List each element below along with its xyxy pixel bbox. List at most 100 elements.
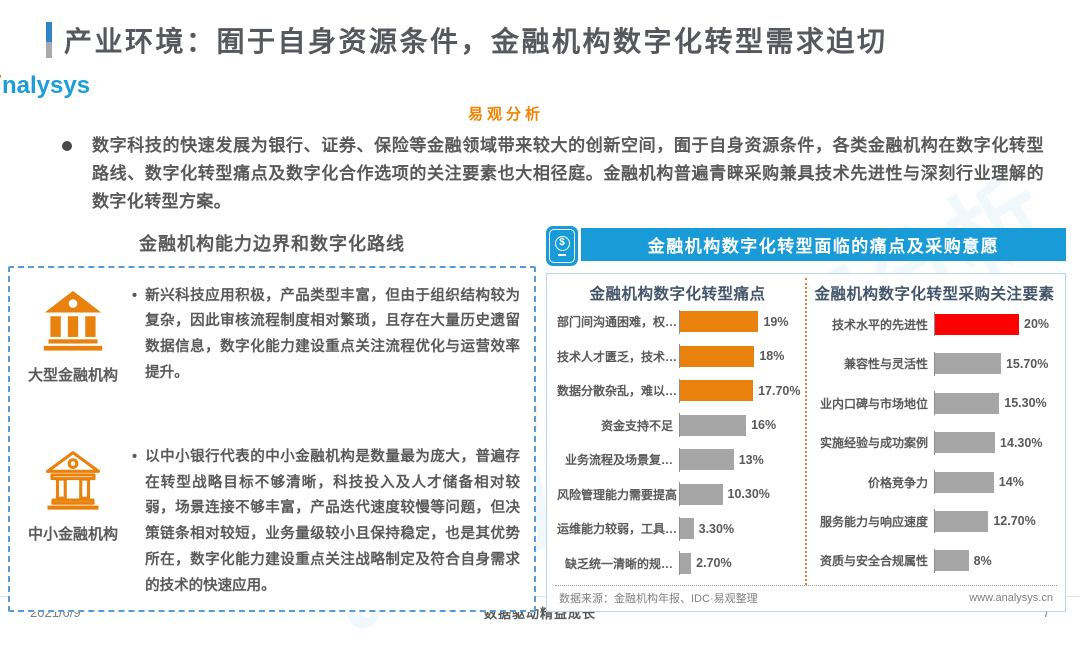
bar (935, 392, 1000, 414)
bar-category-label: 资质与安全合规属性 (819, 554, 928, 569)
bar-track: 20% (934, 312, 1055, 337)
chart-row: 运维能力较弱，工具… 3.30% (557, 516, 798, 541)
chart-row: 资质与安全合规属性 8% (814, 548, 1055, 573)
bar (680, 449, 734, 471)
bar-value: 15.30% (1004, 396, 1047, 411)
chart-row: 业务流程及场景复… 13% (557, 447, 798, 472)
chart-row: 缺乏统一清晰的规… 2.70% (557, 551, 798, 576)
bar-track: 8% (934, 548, 1055, 573)
bar-value: 8% (973, 553, 992, 568)
charts-area: 金融机构数字化转型痛点 部门间沟通困难，权… 19% 技术人才匮乏，技术… 18% 数据… (555, 277, 1057, 585)
bar (935, 510, 989, 532)
bar-category-label: 实施经验与成功案例 (819, 436, 928, 451)
bar-category-label: 缺乏统一清晰的规… (564, 556, 673, 571)
chart-row: 价格竞争力 14% (814, 470, 1055, 495)
bar-value: 20% (1024, 317, 1050, 332)
purchase-factors-chart: 金融机构数字化转型采购关注要素 技术水平的先进性 20% 兼容性与灵活性 15.70%… (805, 277, 1057, 585)
bar-value: 18% (759, 349, 785, 364)
bar (680, 552, 692, 574)
chart-row: 服务能力与响应速度 12.70% (814, 509, 1055, 534)
small-institution-label: 中小金融机构 (27, 525, 118, 543)
small-institution-text-wrap: 以中小银行代表的中小金融机构是数量最为庞大，普遍存在转型战略目标不够清晰，科技投… (130, 445, 520, 600)
bar (935, 313, 1019, 335)
chart-row: 部门间沟通困难，权… 19% (557, 309, 798, 334)
bar-category-label: 技术水平的先进性 (831, 317, 928, 332)
bar-track: 16% (679, 413, 798, 438)
chart-row: 实施经验与成功案例 14.30% (814, 430, 1055, 455)
bar-category-label: 兼容性与灵活性 (843, 357, 928, 372)
bar-value: 3.30% (698, 521, 735, 536)
intro-text: 数字科技的快速发展为银行、证券、保险等金融领域带来较大的创新空间，囿于自身资源条… (92, 136, 1044, 211)
brand-name-cn: 易观分析 (467, 106, 544, 123)
bank-building-filled-icon (39, 288, 107, 357)
bar (680, 414, 747, 436)
bar-category-label: 服务能力与响应速度 (819, 514, 928, 529)
capability-section: 金融机构能力边界和数字化路线 (8, 228, 536, 612)
purchase-factors-chart-rows: 技术水平的先进性 20% 兼容性与灵活性 15.70% 业内口碑与市场地位 15.30% 实… (814, 305, 1055, 585)
page-title: 产业环境：囿于自身资源条件，金融机构数字化转型需求迫切 (64, 26, 888, 57)
bar (680, 483, 723, 505)
chart-row: 技术水平的先进性 20% (814, 312, 1055, 337)
bar-track: 10.30% (679, 482, 798, 507)
title-row: 产业环境：囿于自身资源条件，金融机构数字化转型需求迫切 (46, 20, 910, 60)
money-coin-icon: $ (546, 225, 578, 266)
list-bullet-icon (132, 445, 137, 600)
chart-footnote: 数据来源：金融机构年报、IDC·易观整理 www.analysys.cn (555, 584, 1057, 611)
large-institution-label: 大型金融机构 (27, 366, 118, 384)
small-institution-item: 中小金融机构 以中小银行代表的中小金融机构是数量最为庞大，普遍存在转型战略目标不… (16, 445, 520, 600)
chart-row: 风险管理能力需要提高 10.30% (557, 482, 798, 507)
bullet-icon (62, 141, 72, 151)
chart-row: 兼容性与灵活性 15.70% (814, 351, 1055, 376)
brand-logo: nalysys 易观分析 (0, 70, 1046, 124)
small-institution-icon-col: 中小金融机构 (16, 445, 130, 600)
bar-category-label: 业内口碑与市场地位 (819, 396, 928, 411)
bar-track: 2.70% (679, 551, 798, 576)
chart-row: 数据分散杂乱，难以… 17.70% (557, 378, 801, 403)
bar-track: 15.30% (934, 391, 1055, 416)
main-content: 金融机构能力边界和数字化路线 (8, 225, 1066, 612)
small-institution-text: 以中小银行代表的中小金融机构是数量最为庞大，普遍存在转型战略目标不够清晰，科技投… (145, 448, 520, 594)
bar-track: 14.30% (934, 430, 1055, 455)
bar (680, 380, 754, 402)
large-institution-text-wrap: 新兴科技应用积极，产品类型丰富，但由于组织结构较为复杂，因此审核流程制度相对繁琐… (130, 284, 520, 387)
bar-category-label: 技术人才匮乏，技术… (557, 349, 678, 364)
bar (935, 432, 996, 454)
bar-category-label: 数据分散杂乱，难以… (557, 384, 678, 399)
bar (680, 311, 759, 333)
bar-value: 17.70% (758, 383, 801, 398)
chart-row: 技术人才匮乏，技术… 18% (557, 344, 798, 369)
painpoints-header: $ 金融机构数字化转型面临的痛点及采购意愿 (546, 225, 1066, 266)
bar-track: 12.70% (934, 509, 1055, 534)
bar-value: 19% (763, 314, 789, 329)
bar (935, 550, 969, 572)
website-url: www.analysys.cn (969, 592, 1053, 605)
bar-track: 17.70% (679, 378, 801, 403)
chart-row: 资金支持不足 16% (557, 413, 798, 438)
bar-value: 10.30% (727, 487, 770, 502)
bar-category-label: 价格竞争力 (867, 475, 928, 490)
bar-category-label: 业务流程及场景复… (564, 453, 673, 468)
bar (935, 353, 1001, 375)
bar-value: 13% (738, 452, 764, 467)
bar-category-label: 风险管理能力需要提高 (557, 487, 678, 502)
bar-category-label: 部门间沟通困难，权… (557, 315, 678, 330)
bar-track: 19% (679, 309, 798, 334)
pain-points-chart: 金融机构数字化转型痛点 部门间沟通困难，权… 19% 技术人才匮乏，技术… 18% 数据… (555, 278, 801, 585)
money-coin-inner: $ (549, 228, 575, 263)
bank-building-outline-icon (40, 449, 106, 516)
brand-logo-row: nalysys (0, 70, 1046, 102)
intro-paragraph: 数字科技的快速发展为银行、证券、保险等金融领域带来较大的创新空间，囿于自身资源条… (62, 132, 1044, 216)
coin-dash-icon (558, 253, 566, 256)
capability-heading: 金融机构能力边界和数字化路线 (139, 233, 405, 254)
bar-value: 15.70% (1005, 356, 1049, 371)
bar (680, 518, 694, 540)
pain-points-chart-title: 金融机构数字化转型痛点 (589, 285, 766, 303)
bar-value: 14% (998, 475, 1024, 490)
list-bullet-icon (132, 284, 137, 387)
bar-track: 15.70% (934, 351, 1055, 376)
purchase-factors-chart-title: 金融机构数字化转型采购关注要素 (814, 285, 1055, 303)
bar-value: 16% (751, 418, 777, 433)
pain-points-chart-rows: 部门间沟通困难，权… 19% 技术人才匮乏，技术… 18% 数据分散杂乱，难以… 17.7… (557, 305, 801, 585)
bar-track: 18% (679, 344, 798, 369)
title-accent-bar (46, 22, 52, 58)
